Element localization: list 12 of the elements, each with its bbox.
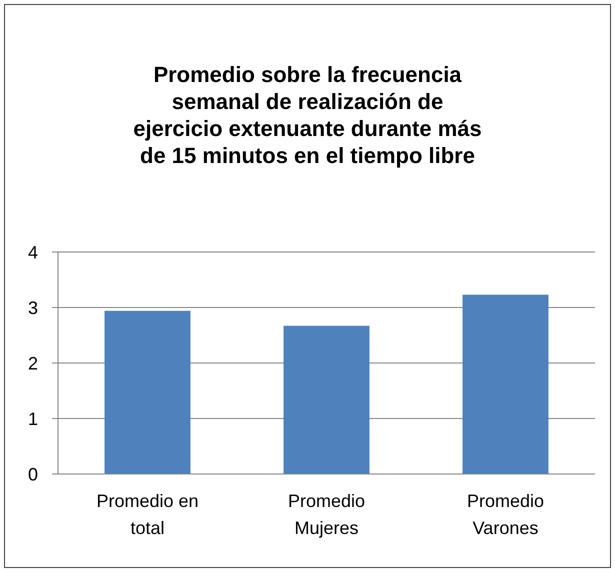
bar	[284, 326, 370, 474]
chart-title: Promedio sobre la frecuencia semanal de realización de ejercicio extenuante durante más de 15 minutos en el tiempo libre	[133, 62, 482, 168]
bar	[104, 310, 190, 474]
y-tick-label: 0	[28, 464, 38, 484]
y-tick-label: 1	[28, 408, 38, 429]
bar	[462, 294, 548, 474]
x-tick-label: Promedio en total	[96, 491, 199, 538]
x-tick-label: Promedio Mujeres	[288, 491, 366, 538]
x-tick-label: Promedio Varones	[466, 491, 544, 538]
y-tick-label: 3	[28, 298, 38, 318]
y-tick-label: 4	[28, 242, 38, 262]
y-tick-label: 2	[28, 353, 38, 374]
